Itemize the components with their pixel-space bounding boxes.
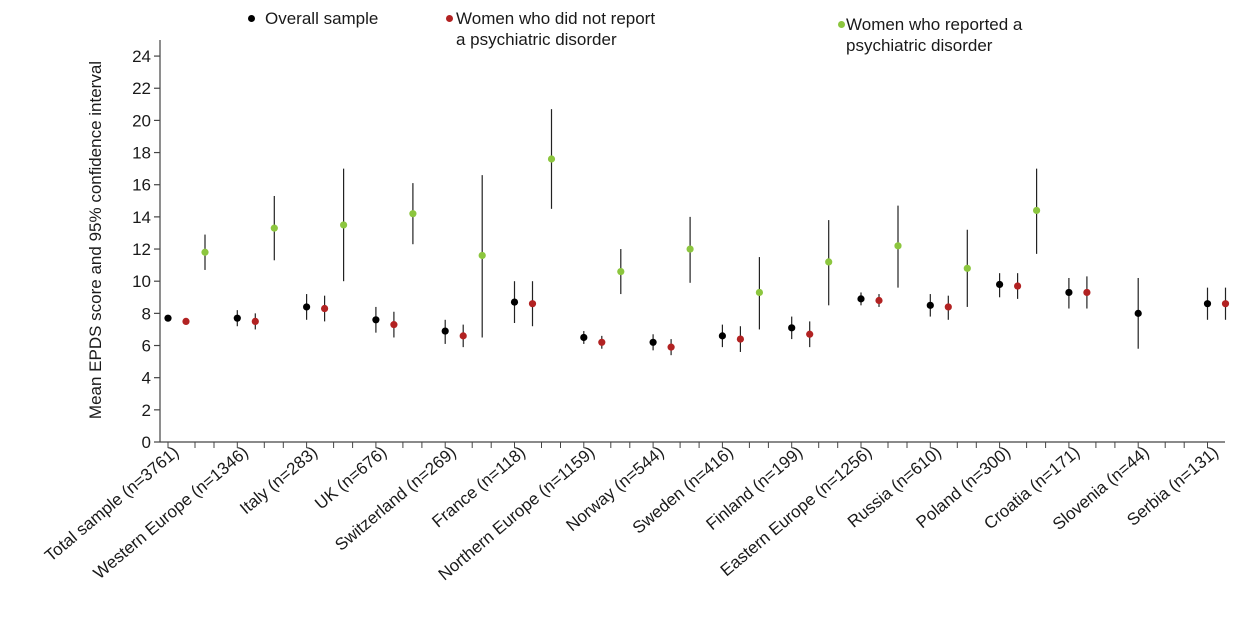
y-tick-label: 24 bbox=[132, 47, 151, 66]
legend-dot-no-disorder bbox=[446, 15, 453, 22]
point-overall bbox=[718, 332, 727, 340]
point-disorder bbox=[201, 248, 209, 256]
legend-label-no-disorder: Women who did not report a psychiatric d… bbox=[456, 9, 656, 49]
legend-item-disorder: Women who reported a psychiatric disorde… bbox=[838, 14, 1023, 56]
point-overall bbox=[1203, 300, 1212, 308]
point-disorder bbox=[894, 242, 902, 250]
y-tick-label: 2 bbox=[142, 401, 151, 420]
point-overall bbox=[510, 298, 519, 306]
point-overall bbox=[996, 280, 1004, 289]
point-disorder bbox=[270, 224, 278, 232]
point-no_disorder bbox=[390, 321, 398, 329]
point-overall bbox=[649, 338, 657, 346]
point-no_disorder bbox=[251, 317, 259, 325]
point-disorder bbox=[617, 267, 625, 276]
point-disorder bbox=[1033, 206, 1041, 215]
point-no_disorder bbox=[875, 296, 883, 305]
point-disorder bbox=[547, 155, 556, 163]
point-no_disorder bbox=[736, 335, 745, 343]
point-disorder bbox=[686, 245, 694, 253]
legend-item-no-disorder: Women who did not report a psychiatric d… bbox=[446, 8, 656, 50]
point-overall bbox=[580, 333, 588, 342]
point-disorder bbox=[755, 288, 764, 297]
y-tick-label: 14 bbox=[132, 208, 151, 227]
point-disorder bbox=[409, 210, 417, 218]
point-disorder bbox=[478, 251, 486, 260]
legend-label-overall: Overall sample bbox=[265, 9, 379, 28]
point-overall bbox=[233, 314, 241, 322]
point-disorder bbox=[825, 258, 833, 266]
point-no_disorder bbox=[321, 304, 329, 313]
y-tick-label: 22 bbox=[132, 79, 151, 98]
x-tick-label: Switzerland (n=269) bbox=[331, 443, 459, 555]
chart-marks bbox=[164, 109, 1230, 356]
legend-dot-disorder bbox=[838, 21, 845, 28]
point-no_disorder bbox=[528, 300, 537, 308]
point-disorder bbox=[963, 264, 971, 272]
point-no_disorder bbox=[182, 317, 190, 325]
point-overall bbox=[303, 303, 311, 311]
legend-label-disorder: Women who reported a psychiatric disorde… bbox=[846, 15, 1023, 55]
point-no_disorder bbox=[459, 332, 467, 340]
point-overall bbox=[926, 301, 934, 309]
point-no_disorder bbox=[667, 343, 675, 351]
point-no_disorder bbox=[1014, 282, 1022, 290]
point-disorder bbox=[340, 221, 348, 229]
y-tick-label: 4 bbox=[142, 369, 151, 388]
point-overall bbox=[857, 295, 865, 303]
y-tick-label: 12 bbox=[132, 240, 151, 259]
legend-item-overall: Overall sample bbox=[248, 8, 379, 29]
point-no_disorder bbox=[806, 330, 814, 338]
x-tick-labels: Total sample (n=3761)Western Europe (n=1… bbox=[41, 443, 1222, 585]
point-overall bbox=[788, 324, 796, 332]
y-tick-label: 6 bbox=[142, 337, 151, 356]
point-no_disorder bbox=[944, 303, 952, 311]
legend-dot-overall bbox=[248, 15, 255, 22]
point-overall bbox=[372, 316, 380, 324]
y-tick-label: 8 bbox=[142, 304, 151, 323]
point-overall bbox=[1065, 288, 1073, 297]
x-tick-label: Total sample (n=3761) bbox=[41, 443, 182, 566]
point-overall bbox=[441, 327, 449, 335]
y-axis-title: Mean EPDS score and 95% confidence inter… bbox=[86, 60, 106, 420]
y-tick-label: 10 bbox=[132, 272, 151, 291]
y-tick-label: 16 bbox=[132, 176, 151, 195]
y-tick-label: 18 bbox=[132, 144, 151, 163]
point-no_disorder bbox=[598, 338, 606, 346]
y-tick-label: 0 bbox=[142, 433, 151, 452]
point-overall bbox=[1134, 309, 1142, 317]
y-tick-label: 20 bbox=[132, 111, 151, 130]
point-no_disorder bbox=[1083, 288, 1091, 297]
point-no_disorder bbox=[1221, 300, 1230, 308]
point-overall bbox=[164, 314, 172, 322]
